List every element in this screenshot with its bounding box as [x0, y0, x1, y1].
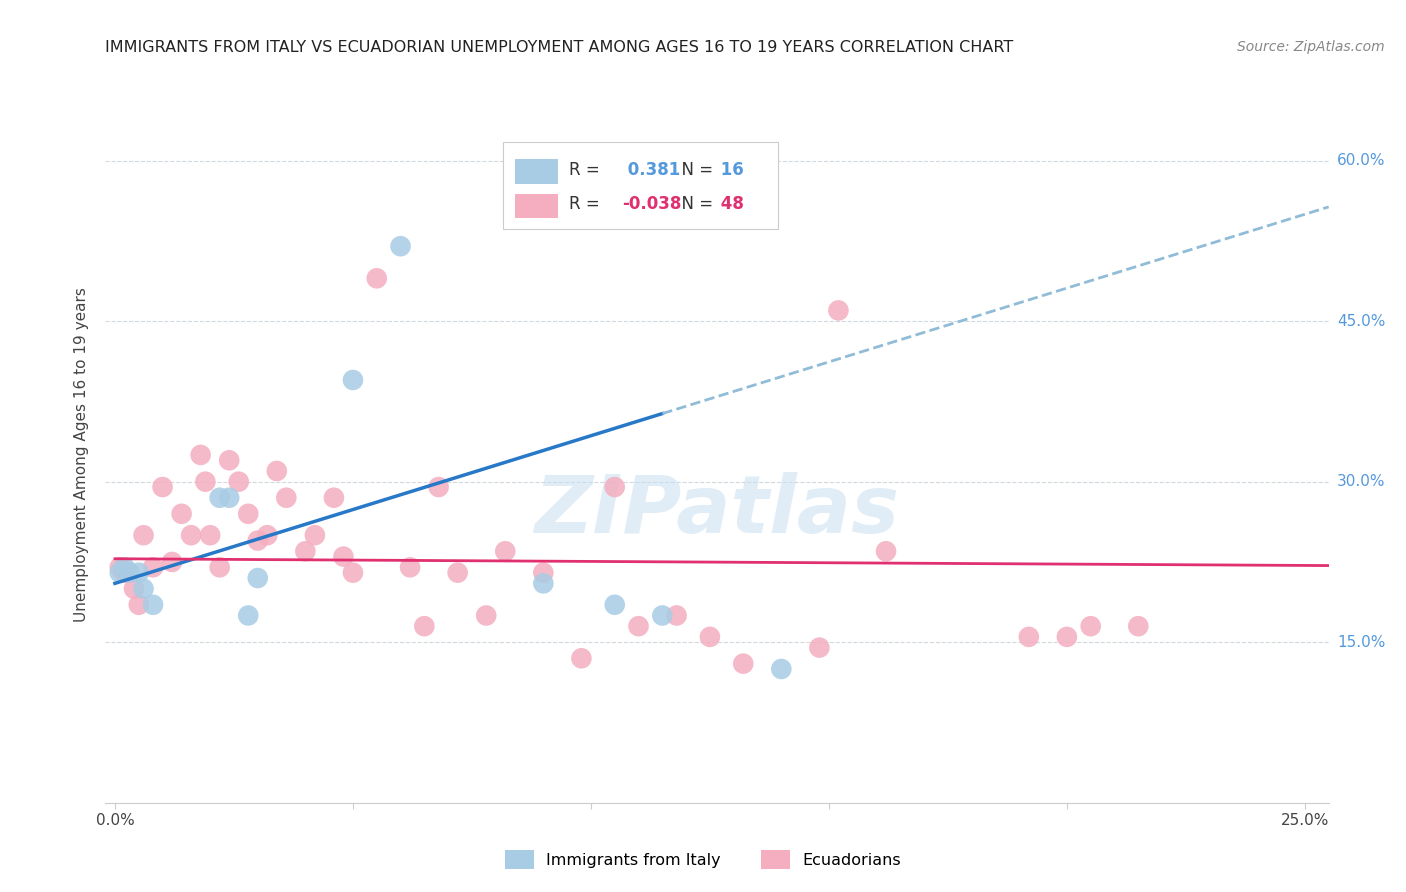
FancyBboxPatch shape	[515, 159, 558, 184]
Point	[699, 630, 721, 644]
Point	[180, 528, 202, 542]
Point	[1018, 630, 1040, 644]
Point	[1080, 619, 1102, 633]
Point	[132, 528, 155, 542]
Point	[651, 608, 673, 623]
Text: Source: ZipAtlas.com: Source: ZipAtlas.com	[1237, 40, 1385, 54]
Point	[733, 657, 755, 671]
Point	[770, 662, 793, 676]
Point	[142, 598, 165, 612]
Point	[256, 528, 278, 542]
Point	[808, 640, 831, 655]
Point	[246, 571, 269, 585]
Point	[603, 480, 626, 494]
Point	[246, 533, 269, 548]
Point	[875, 544, 897, 558]
Point	[114, 566, 136, 580]
Point	[142, 560, 165, 574]
Point	[170, 507, 193, 521]
Point	[1056, 630, 1078, 644]
Point	[276, 491, 298, 505]
Point	[152, 480, 174, 494]
Point	[427, 480, 450, 494]
Point	[128, 598, 150, 612]
Text: 60.0%: 60.0%	[1337, 153, 1385, 168]
Text: 45.0%: 45.0%	[1337, 314, 1385, 328]
Point	[571, 651, 593, 665]
Text: 30.0%: 30.0%	[1337, 475, 1385, 489]
Point	[531, 566, 554, 580]
Text: R =: R =	[569, 161, 605, 179]
Point	[132, 582, 155, 596]
Point	[118, 566, 141, 580]
Point	[118, 566, 141, 580]
Text: -0.038: -0.038	[621, 195, 681, 213]
Text: N =: N =	[671, 195, 718, 213]
Point	[294, 544, 316, 558]
FancyBboxPatch shape	[515, 194, 558, 219]
Point	[128, 566, 150, 580]
Point	[208, 560, 231, 574]
Point	[389, 239, 412, 253]
Point	[194, 475, 217, 489]
Point	[494, 544, 516, 558]
Text: 16: 16	[714, 161, 744, 179]
Point	[342, 373, 364, 387]
Text: 0.381: 0.381	[621, 161, 681, 179]
Point	[208, 491, 231, 505]
Y-axis label: Unemployment Among Ages 16 to 19 years: Unemployment Among Ages 16 to 19 years	[75, 287, 90, 623]
Text: R =: R =	[569, 195, 605, 213]
Point	[238, 507, 260, 521]
Point	[531, 576, 554, 591]
Point	[228, 475, 250, 489]
Text: ZIPatlas: ZIPatlas	[534, 472, 900, 549]
Point	[122, 582, 145, 596]
Text: 48: 48	[714, 195, 744, 213]
Text: 15.0%: 15.0%	[1337, 635, 1385, 649]
Point	[190, 448, 212, 462]
Point	[218, 491, 240, 505]
Point	[475, 608, 498, 623]
Point	[447, 566, 470, 580]
Point	[322, 491, 344, 505]
Point	[413, 619, 436, 633]
Point	[108, 560, 131, 574]
Point	[238, 608, 260, 623]
Point	[218, 453, 240, 467]
Text: IMMIGRANTS FROM ITALY VS ECUADORIAN UNEMPLOYMENT AMONG AGES 16 TO 19 YEARS CORRE: IMMIGRANTS FROM ITALY VS ECUADORIAN UNEM…	[105, 40, 1014, 55]
Point	[827, 303, 849, 318]
Point	[366, 271, 388, 285]
Point	[332, 549, 354, 564]
Point	[160, 555, 183, 569]
Point	[342, 566, 364, 580]
FancyBboxPatch shape	[503, 142, 779, 228]
Point	[603, 598, 626, 612]
Point	[266, 464, 288, 478]
Point	[114, 560, 136, 574]
Legend: Immigrants from Italy, Ecuadorians: Immigrants from Italy, Ecuadorians	[499, 844, 907, 875]
Point	[627, 619, 650, 633]
Point	[198, 528, 221, 542]
Point	[665, 608, 688, 623]
Point	[399, 560, 422, 574]
Text: N =: N =	[671, 161, 718, 179]
Point	[1128, 619, 1150, 633]
Point	[304, 528, 326, 542]
Point	[108, 566, 131, 580]
